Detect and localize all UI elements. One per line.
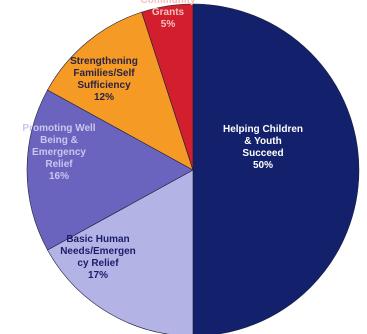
slice-label-4: Community Grants 5% [141, 0, 196, 30]
pie-slice-1 [47, 169, 194, 334]
slice-label-3: Strengthening Families/Self Sufficiency 12% [70, 56, 138, 103]
slice-label-4-line-0: Community [141, 0, 196, 6]
slice-label-1-line-2: cy Relief [77, 258, 119, 269]
slice-label-3-line-0: Strengthening [70, 56, 138, 67]
slice-label-1-line-3: 17% [88, 270, 108, 281]
slice-label-1-line-0: Basic Human [66, 234, 129, 245]
slice-label-0: Helping Children & Youth Succeed 50% [223, 124, 303, 171]
slice-label-3-line-1: Families/Self [73, 68, 135, 79]
pie-slice-4 [141, 3, 194, 171]
slice-label-3-line-2: Sufficiency [77, 80, 131, 91]
slice-label-4-line-2: 5% [161, 19, 176, 30]
pie-slice-2 [26, 89, 194, 251]
slice-label-3-line-3: 12% [94, 92, 114, 103]
slice-label-0-line-1: & Youth [244, 136, 281, 147]
slice-label-2-line-1: Being & [40, 135, 78, 146]
pie-slice-0 [192, 3, 360, 334]
slice-label-1-line-1: Needs/Emergen [60, 246, 136, 257]
slice-label-2-line-2: Emergency [32, 147, 86, 158]
slice-label-4-line-1: Grants [152, 7, 185, 18]
slice-label-2-line-3: Relief [45, 159, 73, 170]
slice-label-2-line-0: Promoting Well [22, 123, 95, 134]
slice-label-0-line-2: Succeed [242, 148, 283, 159]
slice-label-0-line-3: 50% [253, 160, 273, 171]
slice-label-2: Promoting Well Being & Emergency Relief 16% [22, 123, 95, 182]
pie-slice-3 [47, 11, 194, 171]
slice-label-1: Basic Human Needs/Emergen cy Relief 17% [60, 234, 136, 281]
slice-label-2-line-4: 16% [49, 171, 69, 182]
slice-label-0-line-0: Helping Children [223, 124, 303, 135]
